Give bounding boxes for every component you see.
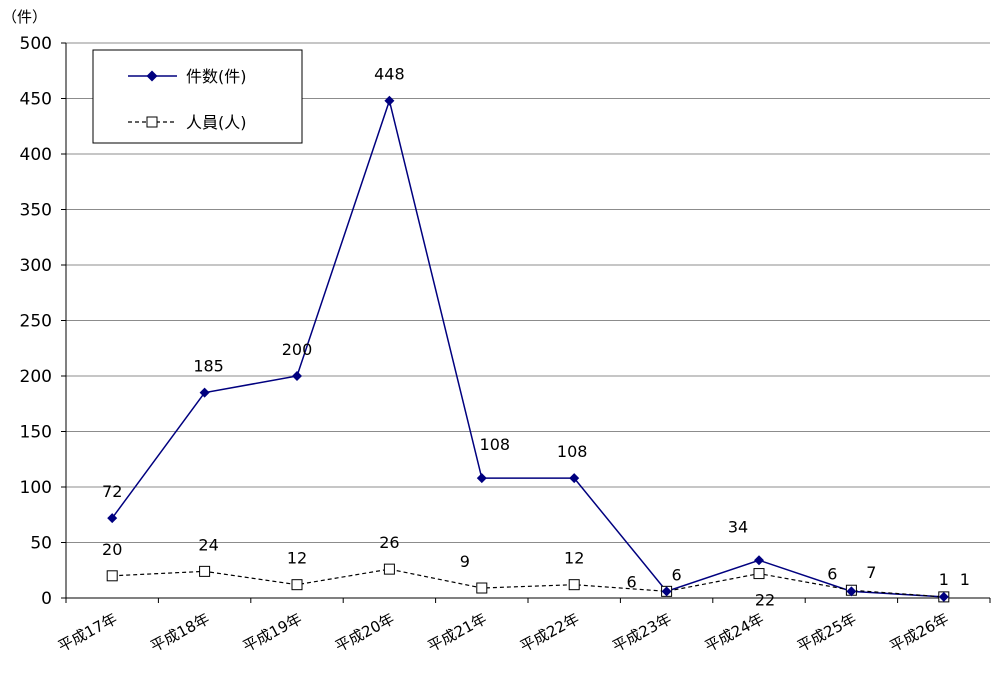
data-label-series-1-2: 185 (193, 357, 224, 376)
y-tick-label-0: 0 (41, 589, 52, 609)
data-label-series-1-9: 6 (827, 564, 837, 583)
series-2-point-6 (568, 579, 580, 591)
y-tick-label-300: 300 (20, 256, 52, 276)
series-group (106, 95, 950, 603)
series-1-point-3 (292, 371, 302, 381)
y-tick-label-400: 400 (20, 145, 52, 165)
y-tick-label-100: 100 (20, 478, 52, 498)
y-tick-label-250: 250 (20, 312, 52, 332)
data-label-series-1-1: 72 (102, 482, 122, 501)
x-tick-label-4: 平成20年 (332, 610, 397, 656)
y-tick-label-50: 50 (30, 534, 52, 554)
data-label-series-2-3: 12 (287, 549, 307, 568)
series-2-point-4 (383, 563, 395, 575)
series-1-point-4 (384, 95, 395, 106)
x-tick-label-9: 平成25年 (794, 610, 859, 656)
axes (61, 42, 991, 603)
series-1-point-2 (199, 387, 210, 398)
x-tick-label-8: 平成24年 (702, 610, 767, 656)
series-1-point-10 (938, 591, 949, 602)
y-tick-label-350: 350 (20, 201, 52, 221)
series-1-point-1 (107, 513, 118, 524)
x-tick-label-1: 平成17年 (55, 610, 120, 656)
series-line-2 (112, 568, 944, 598)
series-1-point-9 (846, 586, 857, 597)
y-tick-label-200: 200 (20, 367, 52, 387)
x-tick-label-3: 平成19年 (240, 610, 305, 656)
data-label-series-2-4: 26 (379, 533, 399, 552)
data-labels: 72 185 200 448 108 108 6 34 6 1 20 24 12 26 9 12 6 22 7 1 (102, 65, 970, 610)
data-label-series-1-3: 200 (282, 340, 313, 359)
data-label-series-1-5: 108 (480, 435, 511, 454)
x-tick-label-7: 平成23年 (609, 610, 674, 656)
series-1-point-6 (569, 473, 580, 484)
series-1-point-8 (754, 555, 764, 566)
legend-label-series-1: 件数(件) (186, 67, 247, 86)
x-tick-label-10: 平成26年 (887, 610, 952, 656)
legend-marker-series-1 (146, 70, 158, 82)
legend-marker-series-2 (146, 116, 158, 128)
data-label-series-1-6: 108 (557, 442, 588, 461)
data-label-series-2-5: 9 (460, 552, 470, 571)
grid-lines (66, 42, 990, 543)
y-tick-label-500: 500 (20, 34, 52, 54)
data-label-series-2-7: 6 (627, 572, 637, 591)
data-label-series-2-1: 20 (102, 540, 122, 559)
y-tick-labels: 0 50 100 150 200 250 300 350 400 450 500 (20, 34, 52, 609)
y-axis-unit: （件） (2, 8, 47, 26)
series-2-point-5 (476, 582, 488, 594)
data-label-series-2-6: 12 (564, 549, 584, 568)
data-label-series-2-2: 24 (198, 535, 218, 554)
series-1-point-7 (661, 586, 672, 597)
data-label-series-2-10: 1 (960, 570, 970, 589)
legend: 件数(件) 人員(人) (92, 49, 303, 144)
series-line-1 (111, 98, 944, 598)
data-label-series-1-8: 34 (728, 517, 748, 536)
series-2-point-1 (106, 570, 118, 582)
series-2-point-2 (199, 565, 211, 577)
x-tick-label-5: 平成21年 (425, 610, 490, 656)
data-label-series-1-10: 1 (939, 570, 949, 589)
data-label-series-1-7: 6 (672, 565, 682, 584)
y-tick-label-150: 150 (20, 423, 52, 443)
x-tick-labels: 平成17年 平成18年 平成19年 平成20年 平成21年 平成22年 平成23年 平成24年… (55, 610, 952, 656)
series-2-point-3 (291, 579, 303, 591)
legend-box (92, 49, 303, 144)
data-label-series-1-4: 448 (374, 65, 405, 84)
data-label-series-2-8: 22 (755, 591, 775, 610)
data-label-series-2-9: 7 (866, 563, 876, 582)
y-tick-label-450: 450 (20, 90, 52, 110)
x-tick-label-6: 平成22年 (517, 610, 582, 656)
x-tick-label-2: 平成18年 (147, 610, 212, 656)
series-1-point-5 (476, 473, 487, 484)
legend-label-series-2: 人員(人) (186, 113, 247, 132)
series-2-point-8 (753, 568, 765, 580)
